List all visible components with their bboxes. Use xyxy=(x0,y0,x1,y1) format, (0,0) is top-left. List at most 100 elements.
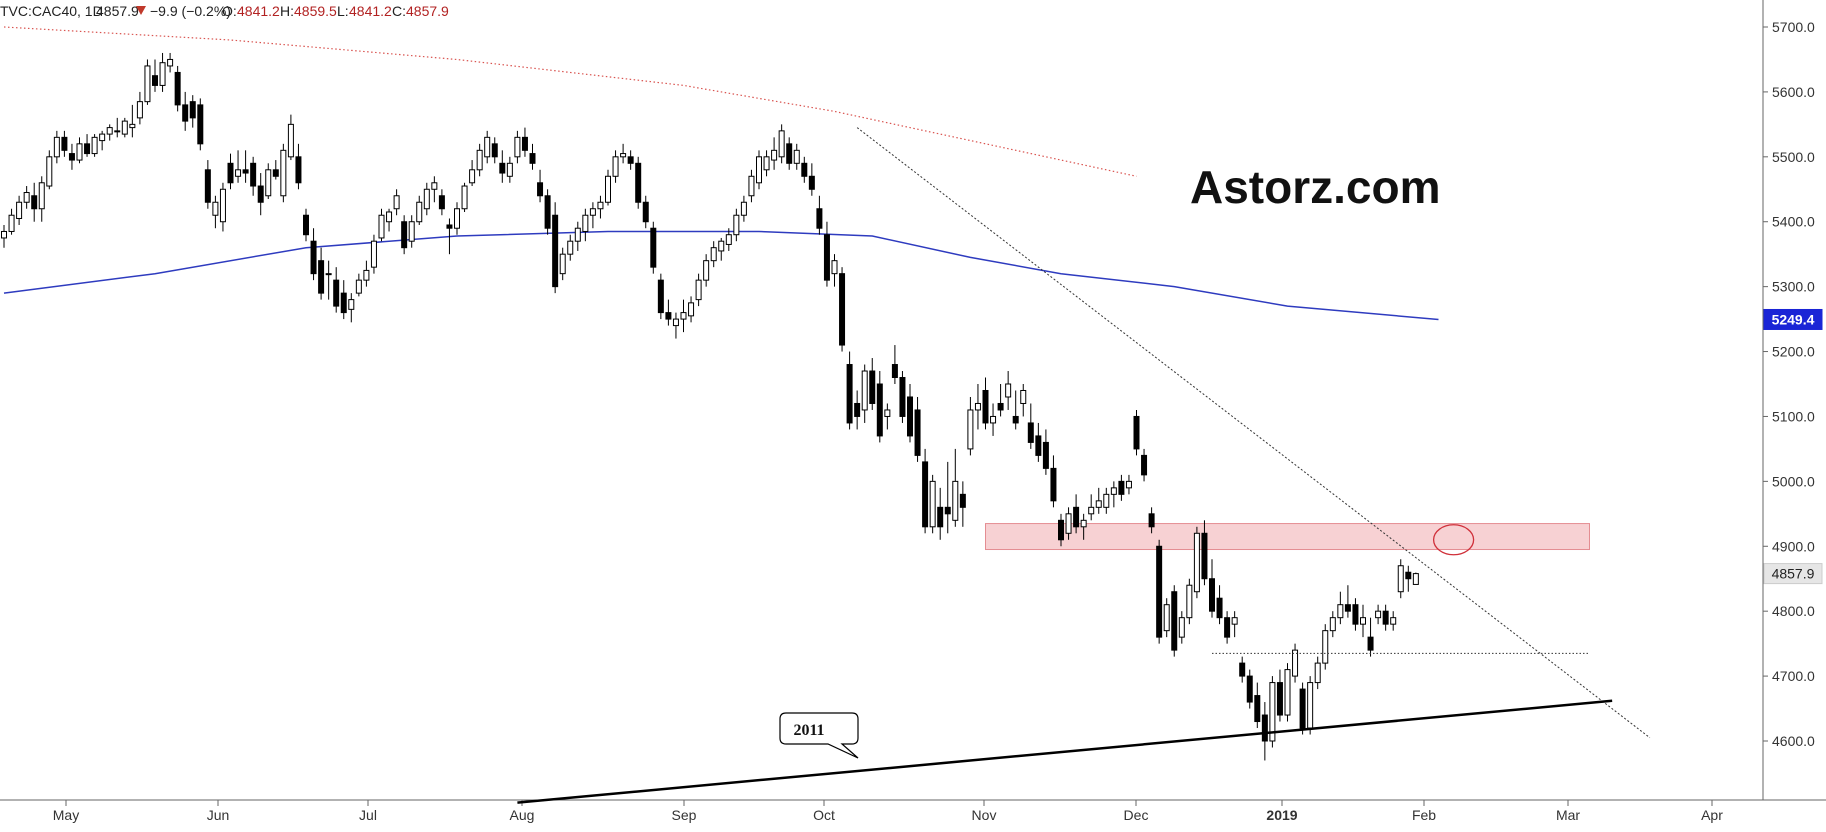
candle xyxy=(831,254,838,287)
candle-body xyxy=(1246,675,1253,703)
candle xyxy=(416,195,423,225)
candle xyxy=(514,130,521,164)
candle xyxy=(1329,611,1336,638)
candle xyxy=(182,91,189,131)
candle-body xyxy=(84,143,91,155)
candle-body xyxy=(1201,532,1208,580)
candle xyxy=(491,137,498,164)
candle-body xyxy=(1322,630,1329,664)
candle xyxy=(257,173,264,216)
candle xyxy=(355,273,362,297)
candle xyxy=(212,195,219,229)
candle xyxy=(1216,585,1223,625)
candle-body xyxy=(1284,669,1291,716)
candle xyxy=(808,163,815,196)
watermark-text: Astorz.com xyxy=(1190,161,1440,213)
candle-body xyxy=(801,162,808,177)
candle-body xyxy=(61,136,68,151)
candle-body xyxy=(340,292,347,314)
candle-body xyxy=(537,182,544,197)
y-tick-label: 4600.0 xyxy=(1772,733,1815,749)
candle-body xyxy=(748,175,755,197)
candle-body xyxy=(831,260,838,275)
candle-body xyxy=(650,227,657,268)
candle-body xyxy=(627,156,634,164)
candle-body xyxy=(688,302,695,317)
candle-body xyxy=(552,214,559,288)
candle-body xyxy=(197,104,204,145)
candle-body xyxy=(1269,682,1276,742)
candle xyxy=(891,345,898,384)
candle xyxy=(733,208,740,242)
candle xyxy=(189,95,196,128)
candle xyxy=(431,176,438,203)
candle xyxy=(801,156,808,183)
candle xyxy=(219,182,226,232)
candle-body xyxy=(1209,578,1215,612)
candle xyxy=(1171,585,1178,657)
candle-body xyxy=(990,415,997,424)
candle xyxy=(235,150,242,183)
candle xyxy=(1118,474,1125,501)
candle xyxy=(1314,656,1321,690)
candle xyxy=(1254,682,1261,729)
candle-body xyxy=(1118,480,1125,495)
y-tick-label: 5000.0 xyxy=(1772,473,1815,489)
candle-body xyxy=(1337,604,1344,619)
candle-body xyxy=(1239,662,1246,677)
candle xyxy=(589,202,596,229)
candle xyxy=(718,237,725,261)
candle xyxy=(167,52,174,73)
candle-body xyxy=(1095,500,1102,508)
candle xyxy=(620,143,627,164)
candle xyxy=(1322,624,1329,670)
candle xyxy=(499,150,506,183)
candle-body xyxy=(703,260,710,281)
descending-trendline xyxy=(856,127,1651,739)
candle xyxy=(136,91,143,125)
candle-body xyxy=(1186,584,1193,619)
candle xyxy=(53,130,60,164)
candle xyxy=(914,396,921,462)
candle-body xyxy=(8,214,15,232)
candle xyxy=(295,143,302,190)
candle xyxy=(1239,656,1246,683)
candle xyxy=(68,143,75,170)
circle-marker xyxy=(1432,524,1475,556)
candle xyxy=(665,299,672,326)
x-tick-label: Nov xyxy=(972,807,997,823)
candle xyxy=(1284,663,1291,722)
y-tick-label: 5100.0 xyxy=(1772,408,1815,424)
y-tick-label: 5500.0 xyxy=(1772,149,1815,165)
candle-body xyxy=(1224,617,1231,638)
candle-body xyxy=(876,383,883,437)
candle xyxy=(854,390,861,430)
candle xyxy=(1397,559,1404,599)
candle xyxy=(1261,702,1268,761)
candle xyxy=(38,176,45,222)
candle-body xyxy=(484,136,491,158)
candle xyxy=(1110,481,1117,508)
candle xyxy=(1095,487,1102,514)
candle-body xyxy=(1073,506,1080,528)
x-tick-label: Jun xyxy=(207,807,230,823)
candle xyxy=(250,156,257,196)
candle xyxy=(990,403,997,436)
candle xyxy=(793,143,800,170)
candle xyxy=(16,195,23,225)
candle-body xyxy=(1405,571,1412,580)
candle xyxy=(401,215,408,255)
candle xyxy=(129,104,136,138)
candle xyxy=(159,52,166,92)
candle-body xyxy=(1065,513,1072,534)
candle xyxy=(378,208,385,242)
candle-body xyxy=(212,201,219,216)
candle-body xyxy=(763,156,770,171)
candle-body xyxy=(1344,604,1351,612)
candle-body xyxy=(272,169,279,177)
candle-body xyxy=(1110,487,1117,495)
candle-body xyxy=(793,149,800,164)
candle-body xyxy=(665,312,672,320)
candle-body xyxy=(491,143,498,158)
candle xyxy=(869,358,876,410)
